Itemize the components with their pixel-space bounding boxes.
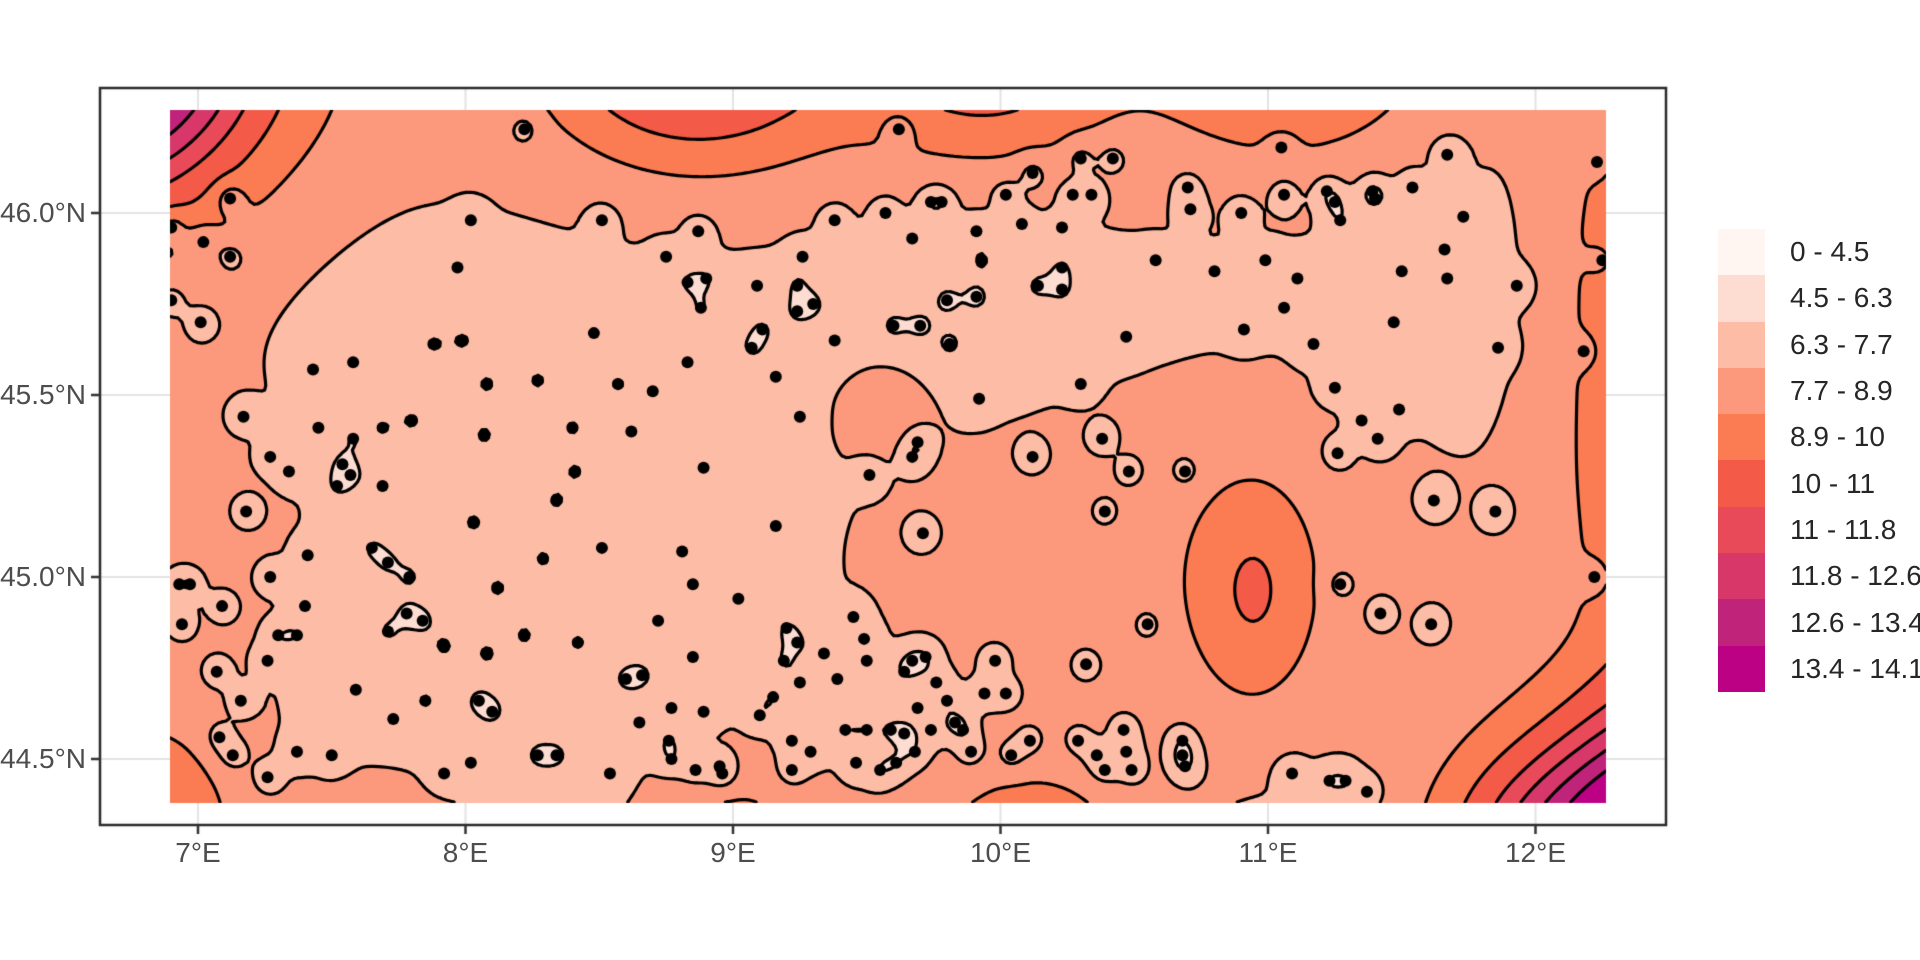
legend-swatch (1718, 229, 1765, 276)
x-tick-label-9e: 9°E (710, 837, 756, 868)
legend-label: 11 - 11.8 (1790, 513, 1897, 545)
x-tick-label-12e: 12°E (1504, 837, 1567, 868)
x-tick-label-10e: 10°E (969, 837, 1032, 868)
y-tick-label-44.5n: 44.5°N (0, 743, 86, 774)
legend-swatch (1718, 460, 1765, 507)
legend-entry: 4.5 - 6.3 (1718, 275, 1920, 322)
legend-swatch (1718, 599, 1765, 646)
legend-swatch (1718, 645, 1765, 692)
legend-label: 7.7 - 8.9 (1790, 375, 1893, 407)
color-bin-legend: 0 - 4.5 4.5 - 6.3 6.3 - 7.7 7.7 - 8.9 8.9 - … (1718, 229, 1920, 692)
legend-label: 11.8 - 12.6 (1790, 560, 1920, 592)
x-tick-label-8e: 8°E (442, 837, 489, 868)
legend-label: 10 - 11 (1790, 467, 1876, 499)
legend-label: 12.6 - 13.4 (1790, 606, 1920, 638)
legend-label: 0 - 4.5 (1790, 236, 1870, 268)
legend-entry: 11.8 - 12.6 (1718, 553, 1920, 600)
legend-label: 4.5 - 6.3 (1790, 282, 1893, 314)
legend-entry: 7.7 - 8.9 (1718, 367, 1920, 415)
legend-swatch (1718, 321, 1765, 368)
legend-swatch (1718, 506, 1765, 554)
legend-swatch (1718, 275, 1765, 322)
legend-entry: 6.3 - 7.7 (1718, 321, 1920, 368)
legend-swatch (1718, 414, 1765, 461)
legend-entry: 12.6 - 13.4 (1718, 599, 1920, 646)
legend-entry: 13.4 - 14.1 (1718, 645, 1920, 692)
legend-entry: 10 - 11 (1718, 460, 1920, 507)
x-tick-label-11e: 11°E (1238, 837, 1298, 868)
legend-entry: 11 - 11.8 (1718, 506, 1920, 554)
legend-label: 6.3 - 7.7 (1790, 328, 1893, 360)
legend-entry: 8.9 - 10 (1718, 414, 1920, 461)
legend-swatch (1718, 367, 1765, 415)
legend-label: 8.9 - 10 (1790, 421, 1885, 453)
y-tick-label-45.0n: 45.0°N (0, 561, 86, 592)
y-tick-label-45.5n: 45.5°N (0, 379, 86, 410)
legend-entry: 0 - 4.5 (1718, 229, 1920, 276)
legend-swatch (1718, 553, 1765, 600)
legend-label: 13.4 - 14.1 (1790, 652, 1920, 684)
x-tick-label-7e: 7°E (175, 837, 221, 868)
y-tick-label-46.0n: 46.0°N (0, 197, 86, 228)
